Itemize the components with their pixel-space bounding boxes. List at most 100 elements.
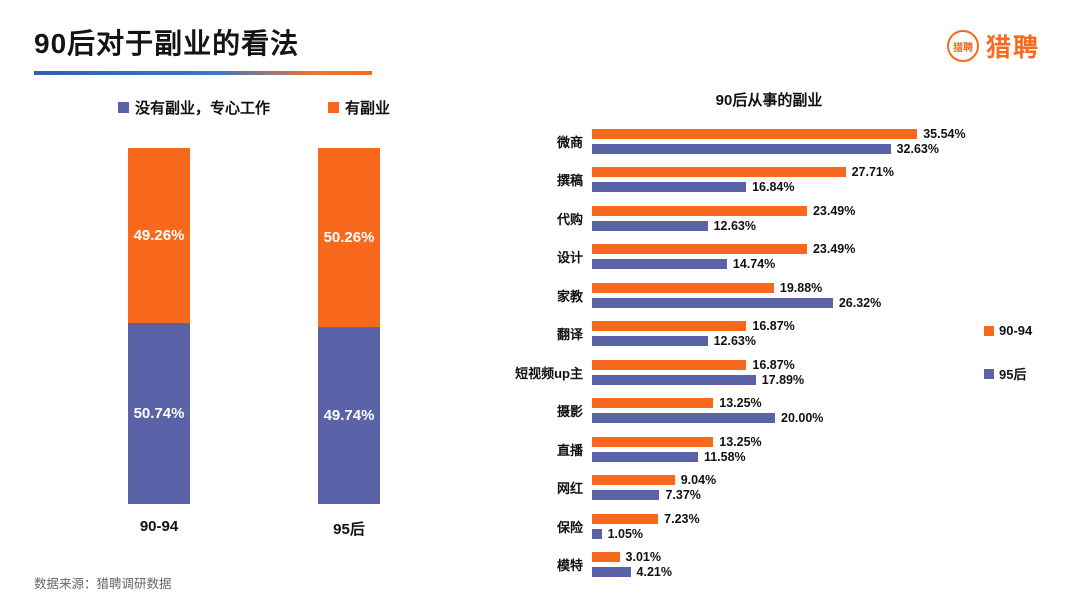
legend-swatch-icon — [984, 368, 994, 379]
page-title: 90后对于副业的看法 — [34, 28, 300, 59]
value-label: 13.25% — [719, 396, 762, 411]
bar-95后 — [592, 259, 727, 270]
bar-group: 27.71% 16.84% — [592, 165, 980, 195]
bar-90-94 — [592, 244, 807, 255]
category-label: 摄影 — [556, 404, 583, 420]
category-label: 代购 — [556, 211, 583, 227]
bar-segment: 50.74% — [128, 323, 190, 504]
value-label: 26.32% — [838, 295, 882, 310]
bar-90-94 — [592, 436, 714, 447]
bar-90-94 — [592, 167, 846, 178]
value-label: 16.87% — [752, 357, 795, 372]
bar-90-94 — [592, 475, 675, 486]
category-label: 微商 — [556, 134, 583, 150]
legend-swatch-icon — [984, 325, 994, 336]
bar-group: 3.01% 4.21% — [592, 550, 980, 580]
value-label: 11.58% — [703, 449, 746, 464]
legend-label: 90-94 — [999, 323, 1033, 338]
hbar-row: 代购 23.49% 12.63% — [492, 199, 980, 238]
bar-90-94 — [592, 282, 774, 293]
bar-90-94 — [592, 128, 918, 139]
value-label: 4.21% — [636, 565, 672, 580]
bar-90-94 — [592, 321, 747, 332]
value-label: 23.49% — [812, 203, 856, 218]
value-label: 13.25% — [719, 434, 762, 449]
bar-group: 9.04% 7.37% — [592, 473, 980, 503]
category-label: 家教 — [556, 288, 583, 304]
hbar-row: 翻译 16.87% 12.63% — [492, 315, 980, 354]
bar-90-94 — [592, 205, 807, 216]
bar-95后 — [592, 451, 698, 462]
hbar-row: 网红 9.04% 7.37% — [492, 469, 980, 508]
hbar-row: 摄影 13.25% 20.00% — [492, 392, 980, 431]
title-block: 90后对于副业的看法 — [34, 22, 372, 75]
chart-title: 90后从事的副业 — [715, 92, 823, 109]
hbar-row: 设计 23.49% 14.74% — [492, 238, 980, 277]
category-label: 网红 — [556, 481, 583, 497]
value-label: 23.49% — [812, 242, 856, 257]
legend-item: 有副业 — [328, 97, 390, 118]
stacked-bars: 49.26% 50.74% 90-94 50.26% 49.74% 95后 — [34, 148, 474, 539]
hbar-row: 微商 35.54% 32.63% — [492, 122, 980, 161]
bar-95后 — [592, 336, 708, 347]
stacked-bar-chart: 没有副业，专心工作 有副业 49.26% 50.74% 90-94 50.26% 49.7… — [34, 89, 474, 584]
legend-item: 没有副业，专心工作 — [117, 97, 270, 118]
bar-group: 16.87% 17.89% — [592, 357, 980, 387]
legend-label: 95后 — [999, 367, 1027, 382]
bar-95后 — [592, 374, 756, 385]
bar-segment: 49.74% — [318, 326, 380, 504]
hbar-row: 撰稿 27.71% 16.84% — [492, 161, 980, 200]
bar-segment: 50.26% — [318, 148, 380, 327]
value-label: 9.04% — [680, 473, 717, 488]
bar-95后 — [592, 490, 660, 501]
stacked-bar-column: 50.26% 49.74% 95后 — [318, 148, 380, 539]
bar-95后 — [592, 297, 833, 308]
grouped-bar-chart: 90后从事的副业 微商 35.54% 32.63% 撰稿 27.71% 16.84% 代购 2… — [474, 89, 1046, 584]
hbar-row: 短视频up主 16.87% 17.89% — [492, 353, 980, 392]
value-label: 17.89% — [761, 372, 805, 387]
bar-group: 23.49% 14.74% — [592, 242, 980, 271]
liepin-logo-icon: 猎聘 — [946, 30, 979, 62]
category-label: 翻译 — [556, 327, 583, 343]
category-label: 模特 — [556, 558, 583, 574]
hbar-rows: 微商 35.54% 32.63% 撰稿 27.71% 16.84% 代购 23.49% 12.6… — [492, 122, 980, 584]
value-label: 16.84% — [752, 180, 795, 195]
bar-90-94 — [592, 552, 620, 563]
data-source-note: 数据来源：猎聘调研数据 — [34, 577, 172, 591]
legend-swatch-icon — [117, 102, 129, 113]
stacked-bar: 49.26% 50.74% — [128, 148, 190, 504]
stacked-chart-legend: 没有副业，专心工作 有副业 — [34, 97, 474, 118]
value-label: 7.37% — [665, 488, 701, 503]
bar-group: 7.23% 1.05% — [592, 511, 980, 541]
hbar-chart-legend: 90-94 95后 — [980, 122, 1046, 584]
liepin-logo: 猎聘 猎聘 — [946, 28, 1040, 64]
value-label: 32.63% — [896, 141, 939, 156]
category-label: 短视频up主 — [515, 365, 583, 381]
category-label: 90-94 — [139, 518, 179, 535]
title-underline — [34, 71, 372, 75]
bar-95后 — [592, 182, 747, 193]
value-label: 12.63% — [713, 334, 756, 349]
value-label: 1.05% — [607, 526, 644, 541]
bar-95后 — [592, 413, 776, 424]
header: 90后对于副业的看法 猎聘 猎聘 — [34, 22, 1046, 75]
category-label: 保险 — [556, 519, 583, 535]
legend-item: 95后 — [984, 364, 1046, 383]
bar-90-94 — [592, 513, 659, 524]
hbar-row: 模特 3.01% 4.21% — [492, 546, 980, 585]
bar-95后 — [592, 528, 602, 539]
charts-area: 没有副业，专心工作 有副业 49.26% 50.74% 90-94 50.26% 49.7… — [34, 89, 1046, 584]
value-label: 16.87% — [752, 319, 795, 334]
value-label: 20.00% — [781, 411, 824, 426]
legend-label: 没有副业，专心工作 — [134, 100, 270, 117]
value-label: 35.54% — [923, 126, 966, 141]
bar-group: 13.25% 11.58% — [592, 434, 980, 464]
value-label: 7.23% — [664, 511, 700, 526]
bar-90-94 — [592, 398, 714, 409]
bar-group: 13.25% 20.00% — [592, 396, 980, 426]
category-label: 直播 — [556, 442, 583, 458]
value-label: 12.63% — [713, 218, 756, 233]
bar-group: 23.49% 12.63% — [592, 203, 980, 233]
value-label: 3.01% — [625, 550, 661, 565]
